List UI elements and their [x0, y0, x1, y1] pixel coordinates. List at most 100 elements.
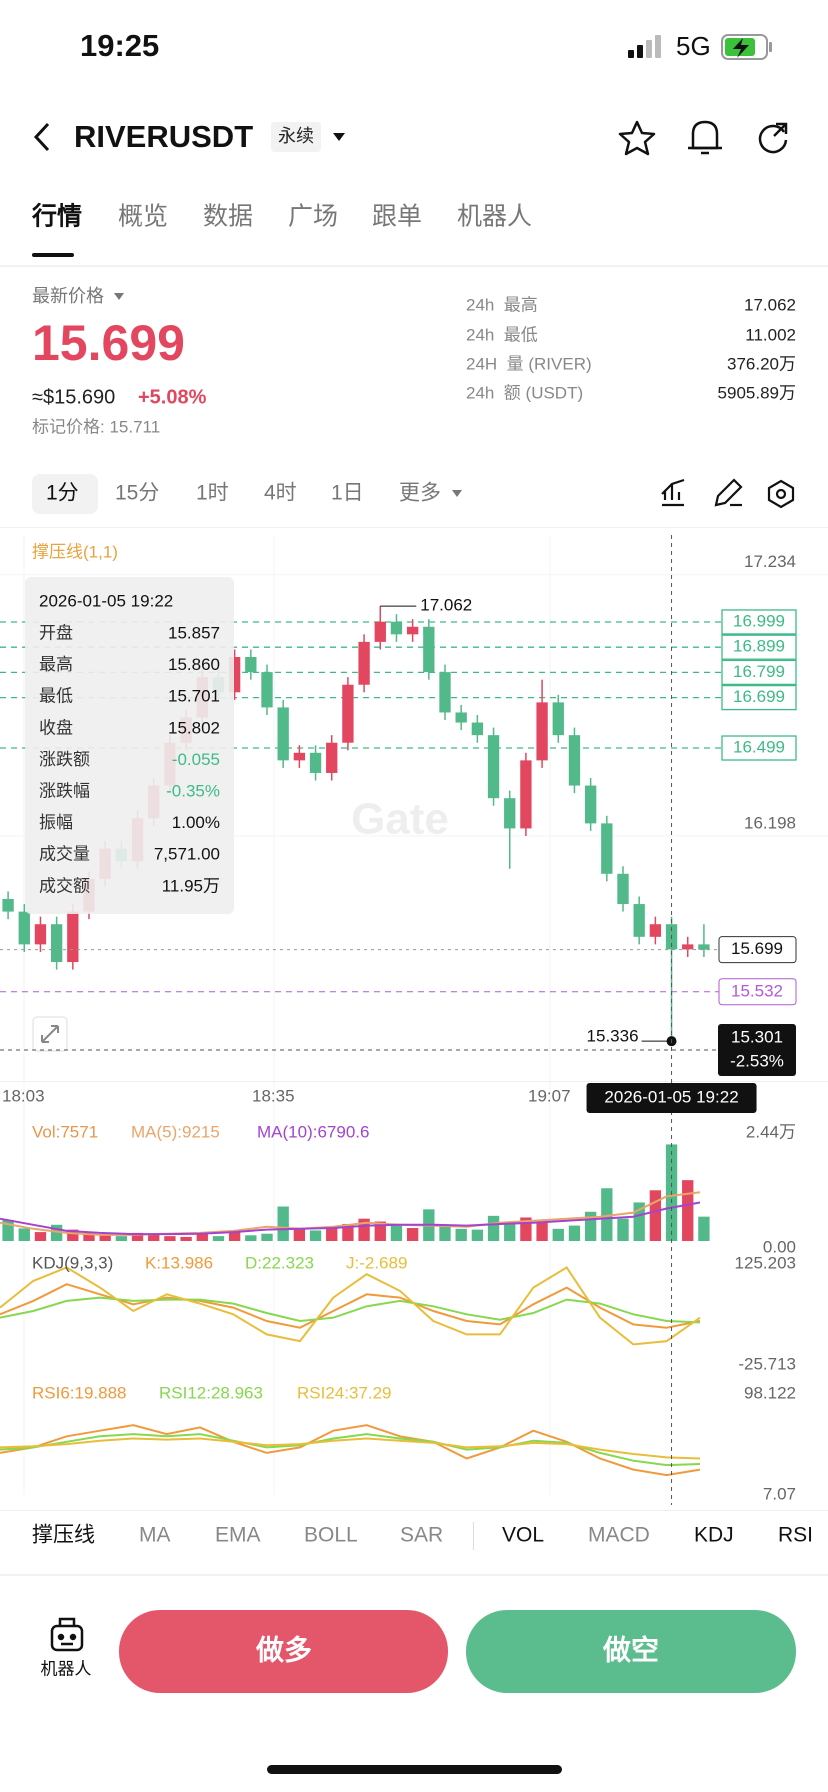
tooltip-value: 1.00% — [172, 813, 220, 832]
tooltip-value: 15.857 — [168, 623, 220, 642]
crosshair-price-box — [718, 1024, 796, 1077]
volume-bar — [682, 1180, 694, 1241]
alert-button[interactable] — [688, 120, 722, 155]
interval[interactable]: 1分 — [46, 482, 79, 505]
candle-body — [649, 924, 662, 937]
tab[interactable]: 行情 — [31, 203, 82, 231]
volume-bar — [18, 1228, 30, 1241]
volume-bar — [99, 1234, 111, 1241]
candle-body — [423, 626, 435, 673]
indicator-tab[interactable]: VOL — [502, 1524, 544, 1547]
price-dropdown[interactable] — [114, 293, 124, 300]
interval[interactable]: 4时 — [264, 482, 297, 505]
volume-legend: MA(10):6790.6 — [257, 1122, 369, 1141]
level-label: 16.499 — [733, 737, 785, 756]
tooltip-label: 开盘 — [39, 623, 73, 642]
long-label[interactable]: 做多 — [255, 1634, 312, 1665]
volume-bar — [67, 1229, 79, 1241]
tooltip-value: -0.35% — [166, 781, 220, 800]
indicator-tab[interactable]: RSI — [778, 1524, 813, 1547]
kdj-legend: D:22.323 — [245, 1253, 314, 1272]
tab[interactable]: 跟单 — [372, 203, 422, 231]
candle-body — [601, 823, 613, 874]
tab-indicator — [32, 253, 74, 257]
divider — [0, 1574, 828, 1576]
stat-value: 17.062 — [744, 295, 796, 314]
indicator-tab[interactable]: MA — [139, 1524, 171, 1547]
volume-bar — [390, 1224, 403, 1241]
tooltip-value: 15.860 — [168, 655, 220, 674]
tooltip-label: 振幅 — [39, 813, 73, 832]
indicator-icon[interactable] — [661, 478, 685, 507]
volume-bar — [601, 1188, 613, 1241]
volume-bar — [228, 1232, 241, 1241]
indicator-tab[interactable]: KDJ — [694, 1524, 734, 1547]
tab[interactable]: 机器人 — [457, 203, 532, 231]
candle-body — [406, 626, 419, 635]
candle-body — [261, 672, 273, 708]
volume-bar — [180, 1236, 192, 1241]
more-dropdown[interactable] — [452, 490, 462, 497]
x-tick-label: 19:07 — [528, 1086, 571, 1105]
interval[interactable]: 1日 — [331, 482, 364, 505]
kdj-line — [0, 1266, 701, 1346]
indicator-tab[interactable]: 撑压线 — [32, 1524, 95, 1547]
candle-body — [536, 702, 548, 761]
candle-body — [293, 752, 306, 761]
robot-icon[interactable] — [50, 1617, 84, 1652]
share-button[interactable] — [758, 122, 788, 154]
candle-body — [34, 924, 47, 945]
stat-label: 24H 量 (RIVER) — [466, 354, 592, 373]
tab[interactable]: 概览 — [118, 203, 168, 231]
candle-body — [277, 707, 289, 761]
volume-bar — [34, 1232, 47, 1241]
indicator-tab[interactable]: EMA — [215, 1524, 261, 1547]
contract-dropdown[interactable] — [333, 133, 345, 141]
stat-value: 5905.89万 — [718, 383, 796, 402]
volume-ma10 — [0, 1201, 701, 1236]
status-time: 19:25 — [80, 28, 159, 63]
tooltip-label: 收盘 — [39, 718, 73, 737]
favorite-button[interactable] — [618, 120, 656, 156]
interval[interactable]: 1时 — [196, 482, 229, 505]
rsi-line — [0, 1424, 701, 1477]
short-button[interactable] — [466, 1610, 796, 1693]
y-tick-label: 2.44万 — [746, 1122, 796, 1141]
back-button[interactable] — [33, 122, 50, 152]
draw-icon[interactable] — [714, 478, 743, 507]
indicator-tab[interactable]: BOLL — [304, 1524, 358, 1547]
volume-bar — [568, 1225, 581, 1241]
settings-icon[interactable] — [767, 479, 795, 509]
volume-bar — [50, 1224, 63, 1241]
expand-icon[interactable] — [41, 1025, 59, 1043]
tooltip-label: 最高 — [39, 655, 73, 674]
short-label[interactable]: 做空 — [602, 1633, 659, 1665]
mark-price-label: 15.532 — [731, 981, 783, 1000]
rsi-legend: RSI12:28.963 — [159, 1383, 263, 1402]
low-marker-label: 15.336 — [587, 1027, 639, 1046]
y-tick-label: 98.122 — [744, 1383, 796, 1402]
indicator-tab[interactable]: SAR — [400, 1524, 443, 1547]
crosshair-time-box — [586, 1083, 757, 1113]
volume-bar — [617, 1218, 629, 1241]
tab[interactable]: 广场 — [288, 203, 338, 231]
interval[interactable]: 更多 — [399, 482, 441, 505]
robot-label[interactable]: 机器人 — [41, 1659, 92, 1678]
stat-label: 24h 最低 — [466, 325, 538, 344]
level-box — [721, 659, 797, 686]
long-button[interactable] — [119, 1610, 448, 1693]
tab[interactable]: 数据 — [203, 203, 253, 231]
symbol: RIVERUSDT — [74, 119, 253, 154]
candle-body — [682, 944, 694, 950]
network-label: 5G — [676, 31, 711, 61]
volume-bar — [649, 1190, 662, 1241]
candle-body — [487, 735, 500, 799]
kdj-legend: K:13.986 — [145, 1253, 213, 1272]
indicator-tab[interactable]: MACD — [588, 1524, 650, 1547]
stat-label: 24h 最高 — [466, 295, 538, 314]
candle-body — [439, 672, 451, 713]
candle-body — [520, 760, 532, 829]
interval[interactable]: 15分 — [115, 482, 159, 505]
y-tick-label: -25.713 — [738, 1354, 796, 1373]
